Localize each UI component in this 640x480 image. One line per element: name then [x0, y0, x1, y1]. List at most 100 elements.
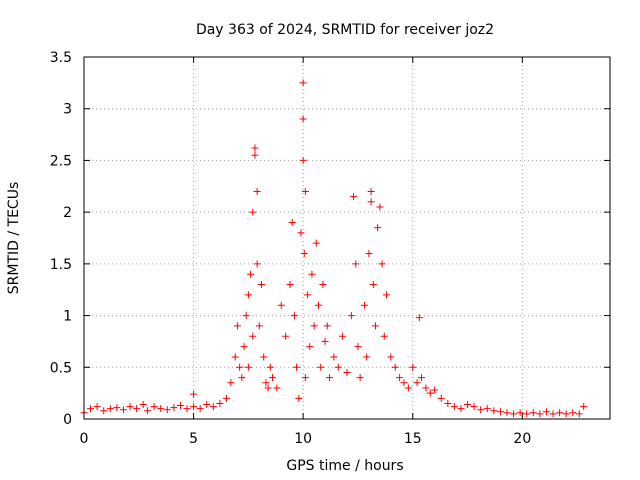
x-tick-label: 5 [189, 431, 198, 447]
data-point [422, 384, 430, 392]
data-point [273, 384, 281, 392]
data-point [380, 332, 388, 340]
data-point [323, 322, 331, 330]
data-point [490, 407, 498, 415]
data-point [580, 403, 588, 411]
data-point [216, 399, 224, 407]
data-point [549, 410, 557, 418]
data-point [260, 353, 268, 361]
data-point [369, 281, 377, 289]
plot-frame [83, 56, 611, 420]
data-point [496, 408, 504, 416]
data-point [301, 187, 309, 195]
data-point [196, 405, 204, 413]
data-point [413, 379, 421, 387]
data-point [365, 250, 373, 258]
data-point [354, 343, 362, 351]
data-point [183, 405, 191, 413]
data-point [264, 384, 272, 392]
data-point [242, 312, 250, 320]
data-point [119, 406, 127, 414]
data-point [536, 410, 544, 418]
data-point [139, 401, 147, 409]
data-point [286, 281, 294, 289]
data-point [106, 405, 114, 413]
data-point [350, 193, 358, 201]
data-point [288, 218, 296, 226]
data-point [301, 374, 309, 382]
data-point [361, 301, 369, 309]
data-point [203, 401, 211, 409]
data-point [244, 291, 252, 299]
data-point [253, 187, 261, 195]
data-point [444, 399, 452, 407]
data-point [299, 79, 307, 87]
data-point [258, 281, 266, 289]
data-point [190, 390, 198, 398]
data-point [277, 301, 285, 309]
data-point [113, 404, 121, 412]
data-point [409, 363, 417, 371]
data-point [317, 363, 325, 371]
data-point [251, 144, 259, 152]
data-point [249, 332, 257, 340]
data-point [310, 322, 318, 330]
axis-ticks: 0 5 10 15 20 0 0.5 1 1.5 2 2.5 3 3.5 [50, 50, 610, 447]
y-tick-label: 0 [63, 412, 72, 428]
data-point [542, 408, 550, 416]
data-point [363, 353, 371, 361]
data-point [387, 353, 395, 361]
chart-title: Day 363 of 2024, SRMTID for receiver joz… [196, 22, 494, 38]
data-point [415, 314, 423, 322]
data-point [244, 363, 252, 371]
data-point [391, 363, 399, 371]
data-point [477, 406, 485, 414]
data-point [450, 403, 458, 411]
data-point [529, 409, 537, 417]
data-point [262, 379, 270, 387]
data-point [556, 409, 564, 417]
data-point [133, 405, 141, 413]
data-point [321, 337, 329, 345]
data-point [400, 379, 408, 387]
data-point [334, 363, 342, 371]
data-point [144, 407, 152, 415]
data-point [374, 224, 382, 232]
x-tick-label: 15 [404, 431, 422, 447]
y-tick-label: 1 [63, 309, 72, 325]
data-points [80, 79, 588, 418]
x-axis-label: GPS time / hours [286, 458, 403, 474]
data-point [371, 322, 379, 330]
data-point [306, 343, 314, 351]
data-point [325, 374, 333, 382]
data-point [330, 353, 338, 361]
data-point [523, 410, 531, 418]
data-point [126, 403, 134, 411]
data-point [418, 374, 426, 382]
data-point [170, 404, 178, 412]
grid [84, 57, 610, 419]
data-point [163, 406, 171, 414]
data-point [356, 374, 364, 382]
data-point [251, 151, 259, 159]
data-point [426, 389, 434, 397]
data-point [100, 407, 108, 415]
data-point [253, 260, 261, 268]
data-point [464, 401, 472, 409]
data-point [238, 374, 246, 382]
x-tick-label: 10 [294, 431, 312, 447]
data-point [222, 394, 230, 402]
data-point [376, 203, 384, 211]
data-point [575, 410, 583, 418]
x-tick-label: 0 [80, 431, 89, 447]
data-point [396, 374, 404, 382]
data-point [227, 379, 235, 387]
y-tick-label: 3 [63, 102, 72, 118]
data-point [150, 403, 158, 411]
data-point [236, 363, 244, 371]
y-tick-label: 0.5 [50, 360, 72, 376]
data-point [319, 281, 327, 289]
y-tick-label: 1.5 [50, 257, 72, 273]
data-point [231, 353, 239, 361]
